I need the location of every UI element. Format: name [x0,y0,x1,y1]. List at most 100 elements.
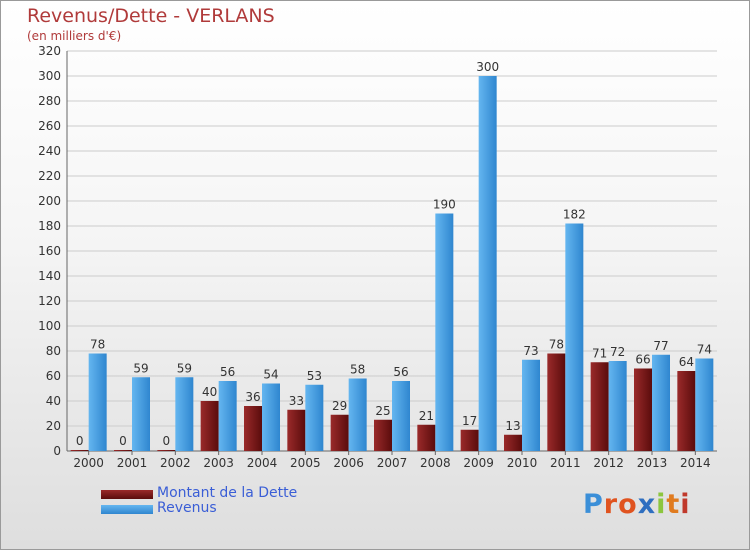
bar-debt [287,409,306,451]
logo-letter: r [603,489,619,520]
data-label-debt: 25 [375,404,390,418]
y-tick-label: 180 [38,219,61,233]
x-tick-label: 2010 [507,456,538,470]
data-label-debt: 64 [679,355,694,369]
data-label-revenue: 74 [697,343,712,357]
logo-letter: o [618,489,638,520]
y-tick-label: 280 [38,94,61,108]
data-label-revenue: 56 [220,365,235,379]
y-tick-label: 100 [38,319,61,333]
chart-title: Revenus/Dette - VERLANS [27,5,275,27]
data-label-revenue: 56 [393,365,408,379]
data-label-debt: 21 [419,409,434,423]
y-tick-label: 260 [38,119,61,133]
bar-revenue [435,213,454,451]
x-tick-label: 2007 [377,456,408,470]
bar-debt [634,368,652,451]
chart-subtitle: (en milliers d'€) [27,29,122,43]
x-tick-label: 2000 [73,456,104,470]
bar-revenue [478,76,497,451]
data-label-debt: 29 [332,399,347,413]
y-tick-label: 80 [46,344,61,358]
data-label-revenue: 58 [350,363,365,377]
x-tick-label: 2005 [290,456,321,470]
y-tick-label: 220 [38,169,61,183]
bar-debt [460,429,479,451]
y-tick-label: 160 [38,244,61,258]
data-label-revenue: 73 [523,344,538,358]
data-label-revenue: 182 [563,208,586,222]
x-tick-label: 2001 [117,456,148,470]
data-label-debt: 33 [289,394,304,408]
bar-revenue [218,381,237,451]
legend-swatch-revenue [101,505,153,514]
bar-revenue [652,354,670,451]
bar-revenue [348,378,367,451]
legend-label-revenue: Revenus [157,500,217,516]
bar-revenue [608,361,627,451]
data-label-revenue: 72 [610,345,625,359]
bar-revenue [565,223,584,451]
x-tick-label: 2003 [203,456,234,470]
data-label-revenue: 53 [307,369,322,383]
bar-revenue [305,384,324,451]
data-label-revenue: 78 [90,338,105,352]
logo-letter: t [666,489,681,520]
bar-revenue [88,353,107,451]
data-label-debt: 0 [119,434,127,448]
legend-swatch-debt [101,490,153,499]
bar-debt [547,353,566,451]
data-label-revenue: 77 [653,339,668,353]
data-label-revenue: 59 [177,361,192,375]
y-tick-label: 300 [38,69,61,83]
data-label-revenue: 54 [263,368,278,382]
bar-debt [70,450,89,451]
y-tick-label: 0 [53,444,61,458]
bar-debt [157,450,176,451]
bar-debt [677,371,696,451]
x-tick-label: 2004 [247,456,278,470]
x-tick-label: 2014 [680,456,711,470]
proxiti-logo: Proxiti [583,489,691,520]
data-label-debt: 78 [549,338,564,352]
logo-letter: i [656,489,667,520]
legend-label-debt: Montant de la Dette [157,485,298,501]
x-tick-label: 2011 [550,456,581,470]
y-tick-label: 200 [38,194,61,208]
data-label-revenue: 59 [133,361,148,375]
data-label-debt: 13 [505,419,520,433]
y-tick-label: 320 [38,44,61,58]
bar-revenue [262,383,280,451]
x-tick-label: 2008 [420,456,451,470]
data-label-debt: 0 [163,434,171,448]
data-label-debt: 66 [635,353,650,367]
bar-debt [200,401,219,451]
bar-revenue [522,359,540,451]
bar-debt [417,424,436,451]
bar-debt [590,362,609,451]
data-label-debt: 36 [245,390,260,404]
bar-debt [114,450,132,451]
logo-letter: i [680,489,691,520]
x-tick-label: 2002 [160,456,191,470]
x-tick-label: 2012 [593,456,624,470]
logo-letter: x [637,489,657,520]
data-label-revenue: 190 [433,198,456,212]
y-tick-label: 240 [38,144,61,158]
logo-letter: P [583,489,604,520]
bar-revenue [695,358,714,451]
x-tick-label: 2009 [463,456,494,470]
data-label-debt: 71 [592,346,607,360]
data-label-revenue: 300 [476,60,499,74]
y-tick-label: 120 [38,294,61,308]
y-tick-label: 40 [46,394,61,408]
y-tick-label: 60 [46,369,61,383]
bar-revenue [392,381,410,451]
bar-revenue [175,377,194,451]
y-tick-label: 20 [46,419,61,433]
x-tick-label: 2006 [333,456,364,470]
data-label-debt: 40 [202,385,217,399]
y-tick-label: 140 [38,269,61,283]
